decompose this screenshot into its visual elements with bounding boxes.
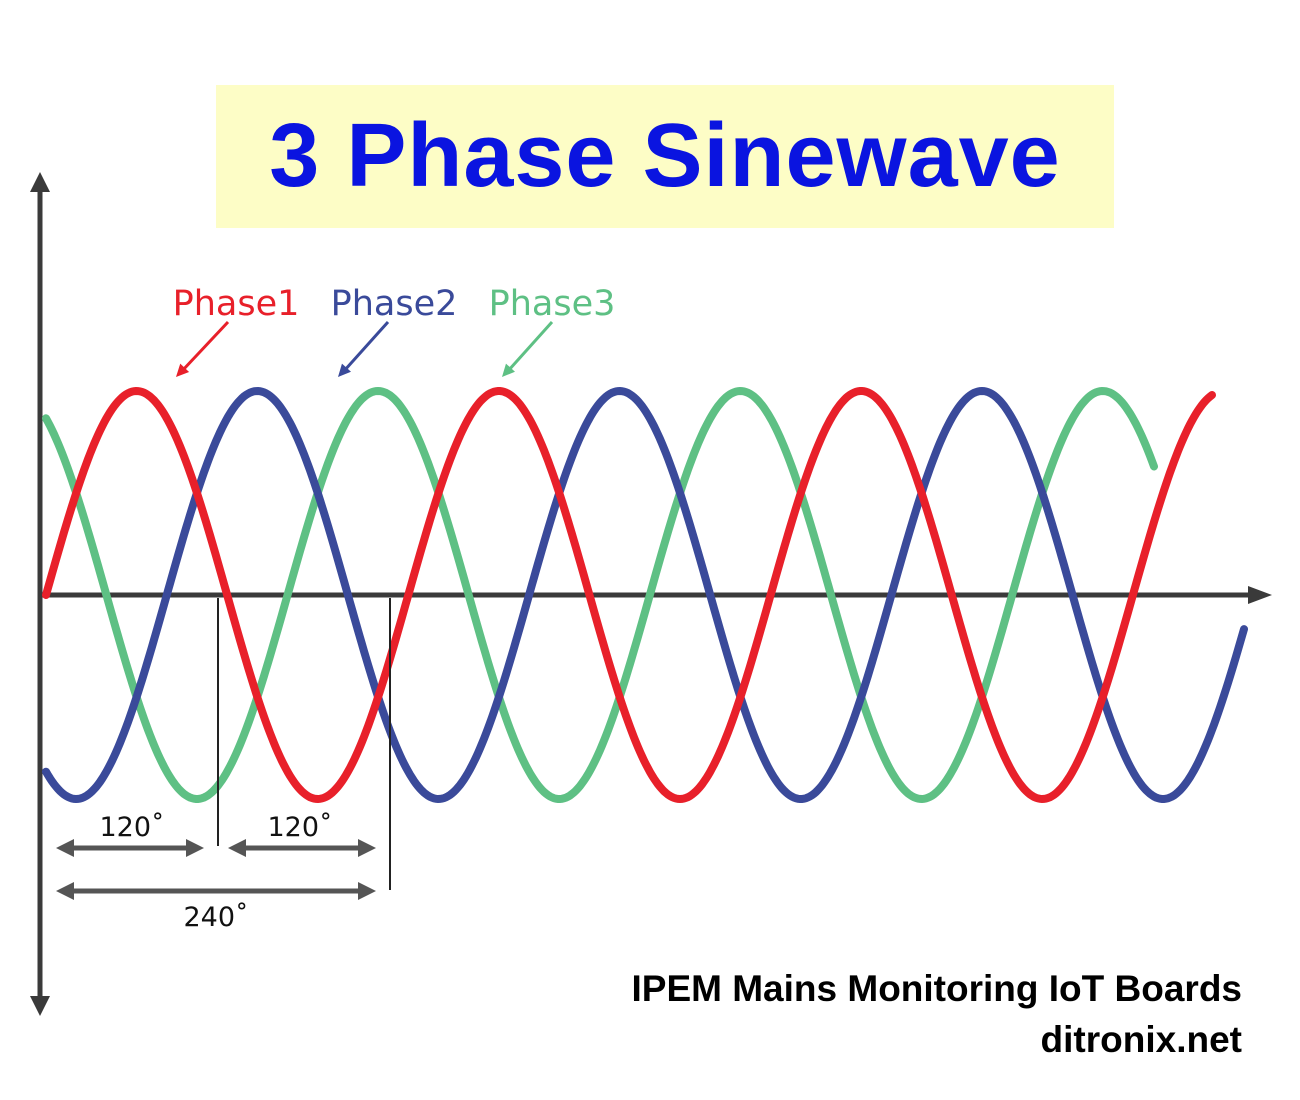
waves (42, 386, 1248, 804)
footer-line-product: IPEM Mains Monitoring IoT Boards (631, 968, 1243, 1009)
legend-pointer-phase2 (342, 320, 390, 373)
shift-arrow-240-right-head (358, 882, 376, 900)
shift-label-120-second: 120˚ (267, 812, 332, 843)
x-axis-arrow (1248, 586, 1272, 604)
shift-arrow-240-left-head (56, 882, 74, 900)
shift-label-240: 240˚ (183, 902, 248, 933)
title-box: 3 Phase Sinewave (216, 85, 1114, 228)
legend: Phase1 Phase2 Phase3 (173, 284, 616, 377)
footer: IPEM Mains Monitoring IoT Boards ditroni… (632, 963, 1243, 1065)
shift-arrow-120-second-left-head (228, 839, 246, 857)
legend-pointer-phase1 (180, 320, 230, 373)
shift-label-120-first: 120˚ (99, 812, 164, 843)
shift-arrow-120-second-right-head (358, 839, 376, 857)
phase-shift-annotations: 120˚ 120˚ 240˚ (56, 598, 391, 933)
legend-pointer-head-phase2 (338, 363, 351, 377)
legend-label-phase1: Phase1 (173, 284, 300, 324)
legend-pointer-phase3 (506, 320, 554, 373)
footer-line-website: ditronix.net (1040, 1019, 1242, 1060)
series-line-phase1 (42, 386, 1216, 804)
shift-arrow-120-first-left-head (56, 839, 74, 857)
series-line-phase3 (42, 386, 1158, 804)
chart-title: 3 Phase Sinewave (269, 106, 1061, 206)
legend-label-phase3: Phase3 (489, 284, 616, 324)
legend-label-phase2: Phase2 (331, 284, 458, 324)
legend-pointer-head-phase1 (176, 363, 190, 377)
legend-pointer-head-phase3 (502, 363, 515, 377)
y-axis-arrow-bottom (30, 996, 50, 1016)
y-axis-arrow-top (30, 172, 50, 192)
shift-arrow-120-first-right-head (186, 839, 204, 857)
series-line-phase2 (42, 386, 1248, 804)
